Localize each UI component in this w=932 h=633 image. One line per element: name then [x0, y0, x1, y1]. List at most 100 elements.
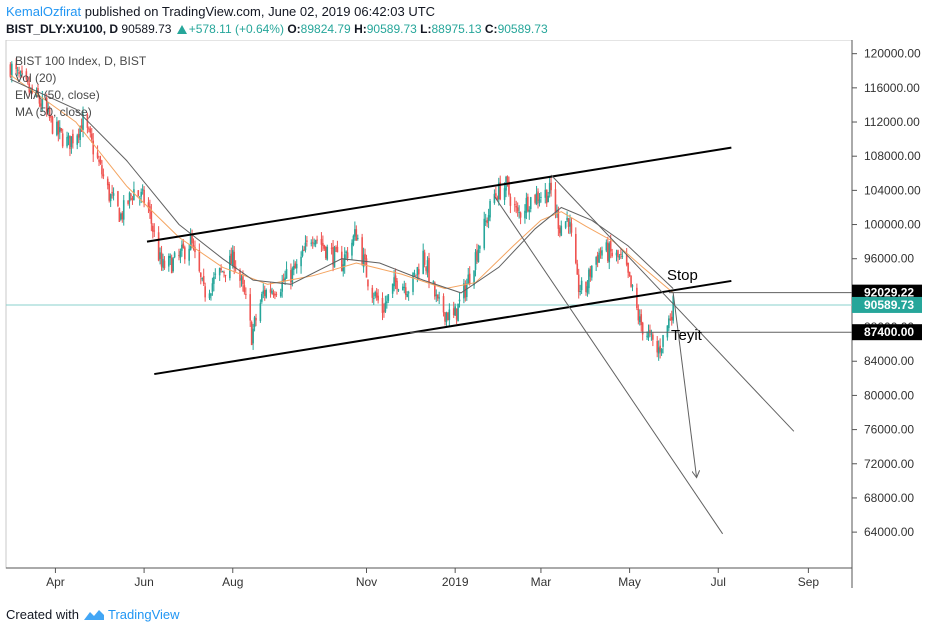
candle-down: [537, 191, 539, 201]
open-value: 89824.79: [300, 22, 351, 36]
y-tick-label: 108000.00: [864, 149, 921, 163]
candle-up: [326, 246, 329, 260]
candle-down: [355, 229, 358, 241]
candle-up: [284, 277, 286, 281]
candle-down: [204, 286, 206, 298]
candle-up: [179, 251, 182, 258]
legend-ma[interactable]: MA (50, close): [15, 105, 92, 119]
candle-down: [255, 318, 257, 321]
candle-down: [455, 308, 458, 320]
candle-down: [27, 80, 29, 83]
candle-up: [605, 242, 608, 251]
candle-up: [279, 292, 282, 297]
candle-up: [487, 215, 490, 221]
channel-upper: [146, 146, 732, 243]
candle-down: [508, 181, 510, 195]
candle-down: [640, 314, 643, 326]
candle-down: [194, 247, 196, 253]
teyit-price-label-bg: [852, 324, 922, 341]
candle-up: [402, 286, 404, 291]
candle-up: [621, 255, 624, 257]
candle-down: [513, 204, 516, 206]
candle-up: [524, 210, 526, 219]
candle-up: [79, 126, 81, 141]
candle-up: [231, 250, 234, 266]
candle-down: [336, 246, 339, 253]
open-label: O:: [287, 22, 301, 36]
candle-up: [403, 286, 406, 288]
candle-up: [479, 245, 481, 249]
candle-up: [650, 333, 653, 335]
y-tick-label: 120000.00: [864, 47, 921, 61]
candles-group: [9, 58, 675, 361]
candle-down: [294, 263, 297, 269]
candle-up: [503, 188, 506, 200]
author-link[interactable]: KemalOzfirat: [6, 4, 82, 19]
candle-up: [529, 197, 532, 210]
candle-down: [659, 345, 661, 352]
candle-down: [245, 293, 247, 295]
candle-down: [415, 274, 417, 276]
candle-down: [223, 272, 225, 274]
legend-volume[interactable]: Vol (20): [15, 71, 57, 85]
candle-up: [657, 347, 660, 354]
candle-down: [72, 133, 74, 144]
candle-down: [272, 293, 275, 295]
candle-down: [322, 243, 324, 246]
candle-down: [303, 249, 305, 251]
candle-up: [253, 317, 256, 328]
candle-up: [76, 135, 79, 145]
tradingview-link[interactable]: TradingView: [108, 607, 180, 622]
candle-up: [569, 221, 571, 227]
candle-down: [250, 321, 253, 345]
candle-up: [19, 71, 22, 73]
candle-up: [313, 243, 315, 245]
candle-down: [90, 133, 93, 140]
published-text: published on TradingView.com, June 02, 2…: [84, 4, 436, 19]
price-change: +578.11 (+0.64%): [188, 22, 284, 36]
candle-down: [108, 184, 111, 201]
candle-up: [544, 189, 547, 198]
x-tick-label: Aug: [222, 575, 243, 589]
candle-down: [656, 341, 659, 353]
high-label: H:: [354, 22, 367, 36]
candle-down: [495, 193, 497, 196]
candle-down: [442, 296, 445, 313]
y-tick-label: 112000.00: [864, 115, 920, 129]
candle-up: [588, 269, 590, 289]
candle-down: [183, 247, 186, 260]
candle-down: [202, 275, 205, 284]
candle-up: [497, 182, 500, 200]
candle-down: [51, 116, 54, 134]
candle-up: [229, 255, 231, 279]
teyit-price-label: 87400.00: [864, 325, 914, 339]
candle-up: [354, 229, 356, 237]
candle-up: [458, 299, 461, 302]
candle-up: [281, 280, 283, 292]
candle-up: [618, 256, 621, 258]
candle-down: [50, 115, 52, 117]
candle-down: [585, 281, 587, 293]
candle-down: [127, 200, 129, 204]
candle-down: [575, 233, 577, 264]
ema-50-line: [10, 74, 674, 294]
candle-down: [306, 240, 308, 242]
candle-up: [384, 302, 387, 312]
legend-title[interactable]: BIST 100 Index, D, BIST: [15, 54, 147, 68]
teyit-annotation: Teyit: [671, 327, 703, 344]
candle-down: [40, 103, 42, 107]
candle-up: [535, 193, 538, 204]
legend-ema[interactable]: EMA (50, close): [15, 88, 100, 102]
candle-down: [282, 278, 285, 282]
candle-up: [528, 209, 531, 213]
price-chart[interactable]: 120000.00 116000.00 112000.00 108000.00 1040…: [0, 40, 932, 600]
candle-up: [168, 255, 170, 267]
candle-down: [464, 283, 467, 298]
candle-down: [335, 247, 337, 249]
candle-up: [393, 277, 395, 287]
candle-up: [261, 294, 263, 302]
candle-down: [121, 212, 124, 220]
candle-down: [131, 198, 134, 200]
candle-down: [147, 202, 150, 209]
high-value: 90589.73: [366, 22, 417, 36]
